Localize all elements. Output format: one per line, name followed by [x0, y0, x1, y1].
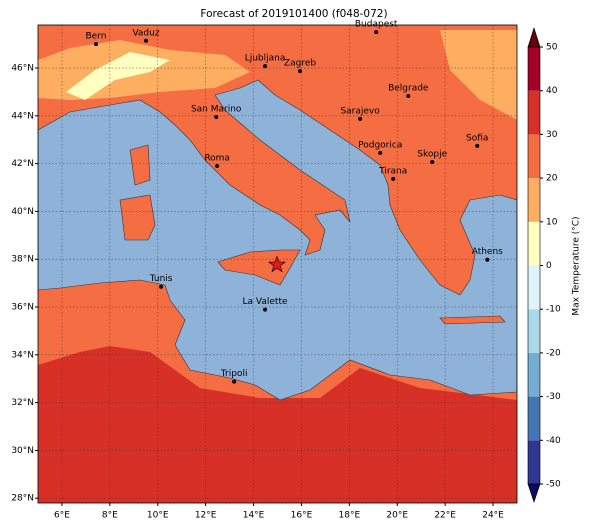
colorbar-segment: [528, 178, 540, 222]
city-dot: [391, 176, 396, 181]
colorbar-segment: [528, 47, 540, 91]
city-label: Athens: [472, 247, 503, 257]
city-label: Ljubljana: [245, 54, 286, 64]
city-dot: [406, 93, 411, 98]
colorbar-tick-label: -50: [546, 480, 561, 490]
x-tick-label: 10°E: [147, 511, 169, 521]
city-label: Tirana: [378, 166, 407, 176]
city-dot: [263, 64, 268, 69]
x-tick-label: 20°E: [386, 511, 408, 521]
y-tick-label: 42°N: [11, 159, 34, 169]
sicily: [217, 249, 301, 286]
city-dot: [232, 379, 237, 384]
map-frame: [37, 24, 518, 504]
y-tick-label: 34°N: [11, 350, 34, 360]
city-dot: [378, 150, 383, 155]
city-dot: [430, 159, 435, 164]
title: Forecast of 2019101400 (f048-072): [200, 8, 387, 20]
city-label: Zagreb: [284, 59, 316, 69]
colorbar-tick-label: -30: [546, 392, 561, 402]
city-label: Belgrade: [388, 83, 429, 93]
colorbar-segment: [528, 396, 540, 441]
balkan-cool: [440, 30, 517, 120]
star-marker: [268, 255, 286, 273]
crete: [439, 315, 506, 325]
city-label: Tripoli: [220, 369, 248, 379]
y-tick-label: 30°N: [11, 446, 34, 456]
corsica: [129, 144, 151, 186]
x-tick-label: 14°E: [243, 511, 265, 521]
city-label: Tunis: [149, 274, 173, 284]
x-tick-label: 6°E: [54, 511, 70, 521]
y-tick-label: 28°N: [11, 494, 34, 504]
city-label: Podgorica: [358, 140, 402, 150]
colorbar-segment: [528, 440, 540, 484]
city-label: Skopje: [417, 149, 447, 159]
sardinia: [119, 194, 156, 241]
colorbar-tick-label: -20: [546, 348, 561, 358]
y-tick-label: 38°N: [11, 255, 34, 265]
city-dot: [144, 38, 149, 43]
city-dot: [215, 164, 220, 169]
x-tick-label: 22°E: [434, 511, 456, 521]
colorbar-tick-label: 40: [546, 86, 558, 96]
colorbar-tick-label: 20: [546, 174, 558, 184]
city-dot: [263, 307, 268, 312]
colorbar-segment: [528, 134, 540, 179]
colorbar-tick-label: 0: [546, 261, 552, 271]
city-label: San Marino: [191, 105, 242, 115]
colorbar-extend-high: [527, 27, 541, 48]
alps-cold: [66, 52, 170, 100]
city-label: Bern: [85, 32, 106, 42]
city-dot: [374, 30, 379, 35]
colorbar-label: Max Temperature (°C): [572, 216, 582, 315]
colorbar-tick-label: -10: [546, 305, 561, 315]
x-tick-label: 12°E: [195, 511, 217, 521]
city-dot: [475, 143, 480, 148]
colorbar: -50 -40 -30 -20 -10 0 10 20 30 40 50: [527, 27, 561, 503]
y-tick-label: 44°N: [11, 111, 34, 121]
city-dot: [93, 42, 98, 47]
x-tick-label: 8°E: [102, 511, 118, 521]
colorbar-segment: [528, 265, 540, 310]
city-label: Sarajevo: [340, 106, 380, 116]
city-dot: [214, 115, 219, 120]
city-label: Roma: [204, 154, 230, 164]
city-dot: [485, 257, 490, 262]
colorbar-extend-low: [527, 483, 541, 503]
y-tick-label: 36°N: [11, 303, 34, 313]
colorbar-segment: [528, 90, 540, 135]
city-dot: [298, 69, 303, 74]
colorbar-segment: [528, 221, 540, 266]
city-label: Sofia: [466, 133, 488, 143]
x-tick-label: 18°E: [339, 511, 361, 521]
city-label: Vaduz: [132, 28, 159, 38]
colorbar-tick-label: 10: [546, 217, 558, 227]
grid: 6°E 8°E 10°E 12°E 14°E 16°E 18°E 20°E 22°E 24°E 28…: [11, 25, 517, 521]
y-tick-label: 46°N: [11, 64, 34, 74]
colorbar-tick-label: -40: [546, 436, 561, 446]
city-dot: [358, 116, 363, 121]
colorbar-segment: [528, 352, 540, 397]
city-label: La Valette: [243, 297, 288, 307]
y-tick-label: 32°N: [11, 398, 34, 408]
colorbar-tick-label: 30: [546, 130, 558, 140]
colorbar-segment: [528, 309, 540, 353]
x-tick-label: 16°E: [291, 511, 313, 521]
y-tick-label: 40°N: [11, 207, 34, 217]
city-dot: [159, 284, 164, 289]
x-tick-label: 24°E: [482, 511, 504, 521]
colorbar-tick-label: 50: [546, 43, 558, 53]
